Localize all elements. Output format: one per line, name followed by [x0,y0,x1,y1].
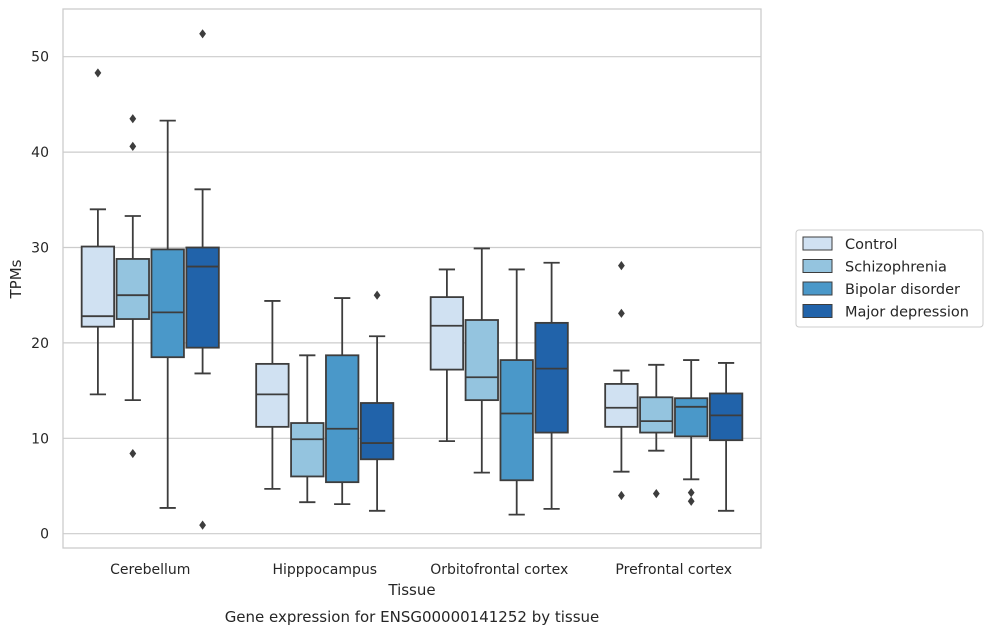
outlier-point [687,488,695,498]
box-series [80,29,744,530]
outlier-point [373,290,381,300]
box [359,402,395,461]
y-tick-label: 0 [40,527,49,543]
legend-swatch [802,281,833,296]
box [674,397,709,438]
y-tick-label: 30 [31,240,49,256]
y-tick-label: 50 [31,50,49,66]
outlier-point [129,448,137,459]
y-tick-label: 40 [31,145,49,161]
legend-swatch [802,236,833,251]
box [115,258,150,320]
box [185,246,220,349]
outlier-point [94,68,102,78]
outlier-point [652,489,660,499]
series-schizophrenia [115,114,674,504]
x-tick-label: Hipppocampus [272,562,377,578]
box [464,319,499,402]
legend-swatch [802,259,833,273]
legend-label: Control [845,237,897,253]
y-axis-ticks: 0 10 20 30 40 50 [31,50,49,543]
box [255,362,290,428]
legend-label: Schizophrenia [845,260,947,276]
box [325,354,360,484]
box [604,383,639,428]
outlier-point [618,261,625,271]
y-tick-label: 20 [31,336,49,352]
outlier-point [687,496,695,506]
legend-swatch [802,304,833,318]
series-bipolar-disorder [150,119,709,516]
legend-label: Major depression [845,305,969,321]
series-major-depression [185,29,744,530]
chart-caption: Gene expression for ENSG00000141252 by t… [225,608,600,626]
outlier-point [199,29,206,39]
series-control [80,68,639,501]
box [639,396,674,434]
legend-frame [795,229,984,328]
x-tick-label: Prefrontal cortex [615,562,732,578]
box [290,422,325,478]
box [708,392,744,442]
box [429,296,465,371]
x-axis-label: Tissue [387,581,435,599]
x-tick-label: Orbitofrontal cortex [430,562,568,578]
outlier-point [129,141,137,151]
box [150,248,185,359]
box [534,321,569,434]
legend: Control Schizophrenia Bipolar disorder Majo… [795,229,984,328]
outlier-point [618,308,625,318]
x-axis-ticks: Cerebellum Hipppocampus Orbitofrontal cort… [110,562,732,578]
outlier-point [199,520,206,530]
outlier-point [129,114,137,124]
y-tick-label: 10 [31,431,49,447]
box [80,245,116,328]
box [499,359,534,482]
x-tick-label: Cerebellum [110,562,190,578]
legend-label: Bipolar disorder [845,282,960,298]
y-axis-label: TPMs [7,259,25,299]
outlier-point [618,490,625,501]
